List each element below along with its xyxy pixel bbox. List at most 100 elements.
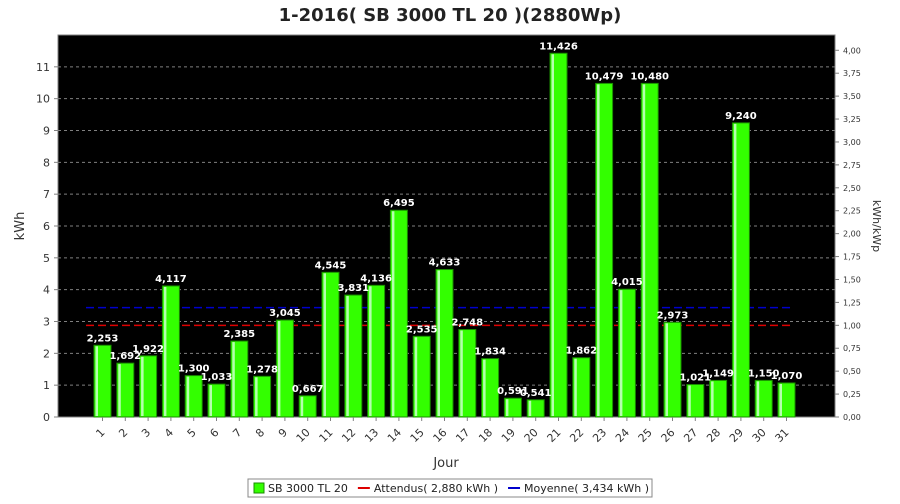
- data-label: 1,300: [178, 364, 210, 375]
- data-label: 4,545: [315, 260, 347, 271]
- bars: [93, 52, 796, 418]
- y-tick-label: 1: [43, 379, 50, 392]
- bar-highlight: [756, 381, 760, 416]
- data-label: 9,240: [725, 111, 757, 122]
- y2-tick-label: 0,75: [843, 344, 861, 353]
- x-tick-label: 11: [317, 426, 336, 445]
- x-tick-label: 31: [773, 426, 792, 445]
- x-tick-label: 17: [453, 426, 472, 445]
- x-tick-label: 27: [681, 426, 700, 445]
- data-label: 4,136: [360, 273, 392, 284]
- y2-tick-label: 3,25: [843, 115, 861, 124]
- data-label: 4,633: [429, 258, 461, 269]
- y2-tick-label: 4,00: [843, 46, 861, 55]
- y-tick-label: 2: [43, 347, 50, 360]
- bar-highlight: [460, 330, 463, 416]
- data-label: 10,480: [630, 71, 669, 82]
- data-label: 0,667: [292, 384, 324, 395]
- bar-highlight: [232, 342, 235, 416]
- data-label: 3,045: [269, 308, 301, 319]
- x-tick-label: 3: [139, 426, 153, 440]
- data-label: 1,033: [201, 372, 233, 383]
- x-tick-label: 12: [339, 426, 358, 445]
- x-tick-label: 8: [253, 426, 267, 440]
- y2-tick-label: 3,00: [843, 138, 861, 147]
- bar-highlight: [551, 54, 554, 416]
- y-tick-label: 7: [43, 188, 50, 201]
- x-tick-label: 20: [522, 426, 541, 445]
- x-tick-label: 16: [431, 426, 450, 445]
- data-label: 2,748: [451, 318, 483, 329]
- y2-tick-label: 0,25: [843, 390, 861, 399]
- data-label: 1,278: [246, 364, 278, 375]
- x-tick-label: 30: [750, 426, 769, 445]
- bar-highlight: [665, 323, 668, 416]
- bar-highlight: [414, 337, 418, 416]
- x-tick-label: 29: [727, 426, 746, 445]
- data-label: 1,862: [565, 346, 597, 357]
- x-tick-label: 18: [476, 426, 495, 445]
- y2-tick-label: 3,50: [843, 92, 861, 101]
- data-label: 1,150: [748, 368, 780, 379]
- data-label: 2,973: [657, 310, 689, 321]
- y2-tick-label: 1,25: [843, 298, 861, 307]
- x-tick-label: 13: [362, 426, 381, 445]
- data-label: 2,535: [406, 324, 438, 335]
- bar-highlight: [528, 400, 532, 416]
- legend-swatch: [253, 482, 265, 494]
- x-tick-label: 9: [276, 426, 290, 440]
- y-tick-label: 11: [36, 61, 50, 74]
- data-label: 1,834: [474, 347, 506, 358]
- y-tick-label: 0: [43, 411, 50, 424]
- y2-tick-label: 3,75: [843, 69, 861, 78]
- bar-highlight: [163, 286, 167, 416]
- data-label: 1,021: [679, 372, 711, 383]
- x-tick-label: 6: [207, 426, 221, 440]
- data-label: 2,385: [223, 329, 255, 340]
- data-label: 2,253: [87, 333, 119, 344]
- bar-highlight: [733, 123, 737, 417]
- x-tick-label: 21: [545, 426, 564, 445]
- y-axis: 0 1 2 3 4 5 6 7 8 9 10 11: [36, 61, 58, 424]
- y-tick-label: 8: [43, 156, 50, 169]
- x-tick-label: 25: [636, 426, 655, 445]
- bar-highlight: [95, 346, 98, 416]
- bar-highlight: [597, 84, 600, 416]
- bar-highlight: [391, 211, 395, 416]
- y2-tick-label: 2,75: [843, 161, 861, 170]
- y2-tick-label: 2,50: [843, 184, 861, 193]
- bar-highlight: [209, 385, 212, 416]
- y-tick-label: 4: [43, 284, 50, 297]
- legend-label: SB 3000 TL 20: [268, 482, 348, 495]
- x-tick-label: 23: [590, 426, 609, 445]
- x-axis-label: Jour: [432, 456, 459, 471]
- data-label: 4,015: [611, 277, 643, 288]
- x-tick-label: 26: [659, 426, 678, 445]
- y2-tick-label: 1,50: [843, 275, 861, 284]
- data-label: 1,922: [132, 344, 164, 355]
- data-label: 1,692: [109, 351, 141, 362]
- bar-highlight: [300, 396, 304, 416]
- x-tick-label: 28: [704, 426, 723, 445]
- legend-label: Attendus( 2,880 kWh ): [374, 482, 498, 495]
- x-axis: 1 2 3 4 5 6 7 8 9 10 11 12 13 14 15 16 17 18 19 20 21 22 23 24 2…: [93, 417, 792, 445]
- bar-highlight: [642, 84, 646, 417]
- x-tick-label: 14: [385, 426, 404, 445]
- y-tick-label: 9: [43, 125, 50, 138]
- y2-tick-label: 0,50: [843, 367, 861, 376]
- bar-highlight: [369, 286, 372, 416]
- legend-label: Moyenne( 3,434 kWh ): [524, 482, 649, 495]
- data-label: 0,541: [520, 388, 552, 399]
- bar-highlight: [483, 359, 486, 416]
- y2-tick-label: 2,00: [843, 230, 861, 239]
- data-label: 3,831: [337, 283, 369, 294]
- x-tick-label: 22: [567, 426, 586, 445]
- y2-tick-label: 1,00: [843, 321, 861, 330]
- y2-tick-label: 1,75: [843, 253, 861, 262]
- x-tick-label: 24: [613, 426, 632, 445]
- y-tick-label: 6: [43, 220, 50, 233]
- data-label: 1,070: [771, 371, 803, 382]
